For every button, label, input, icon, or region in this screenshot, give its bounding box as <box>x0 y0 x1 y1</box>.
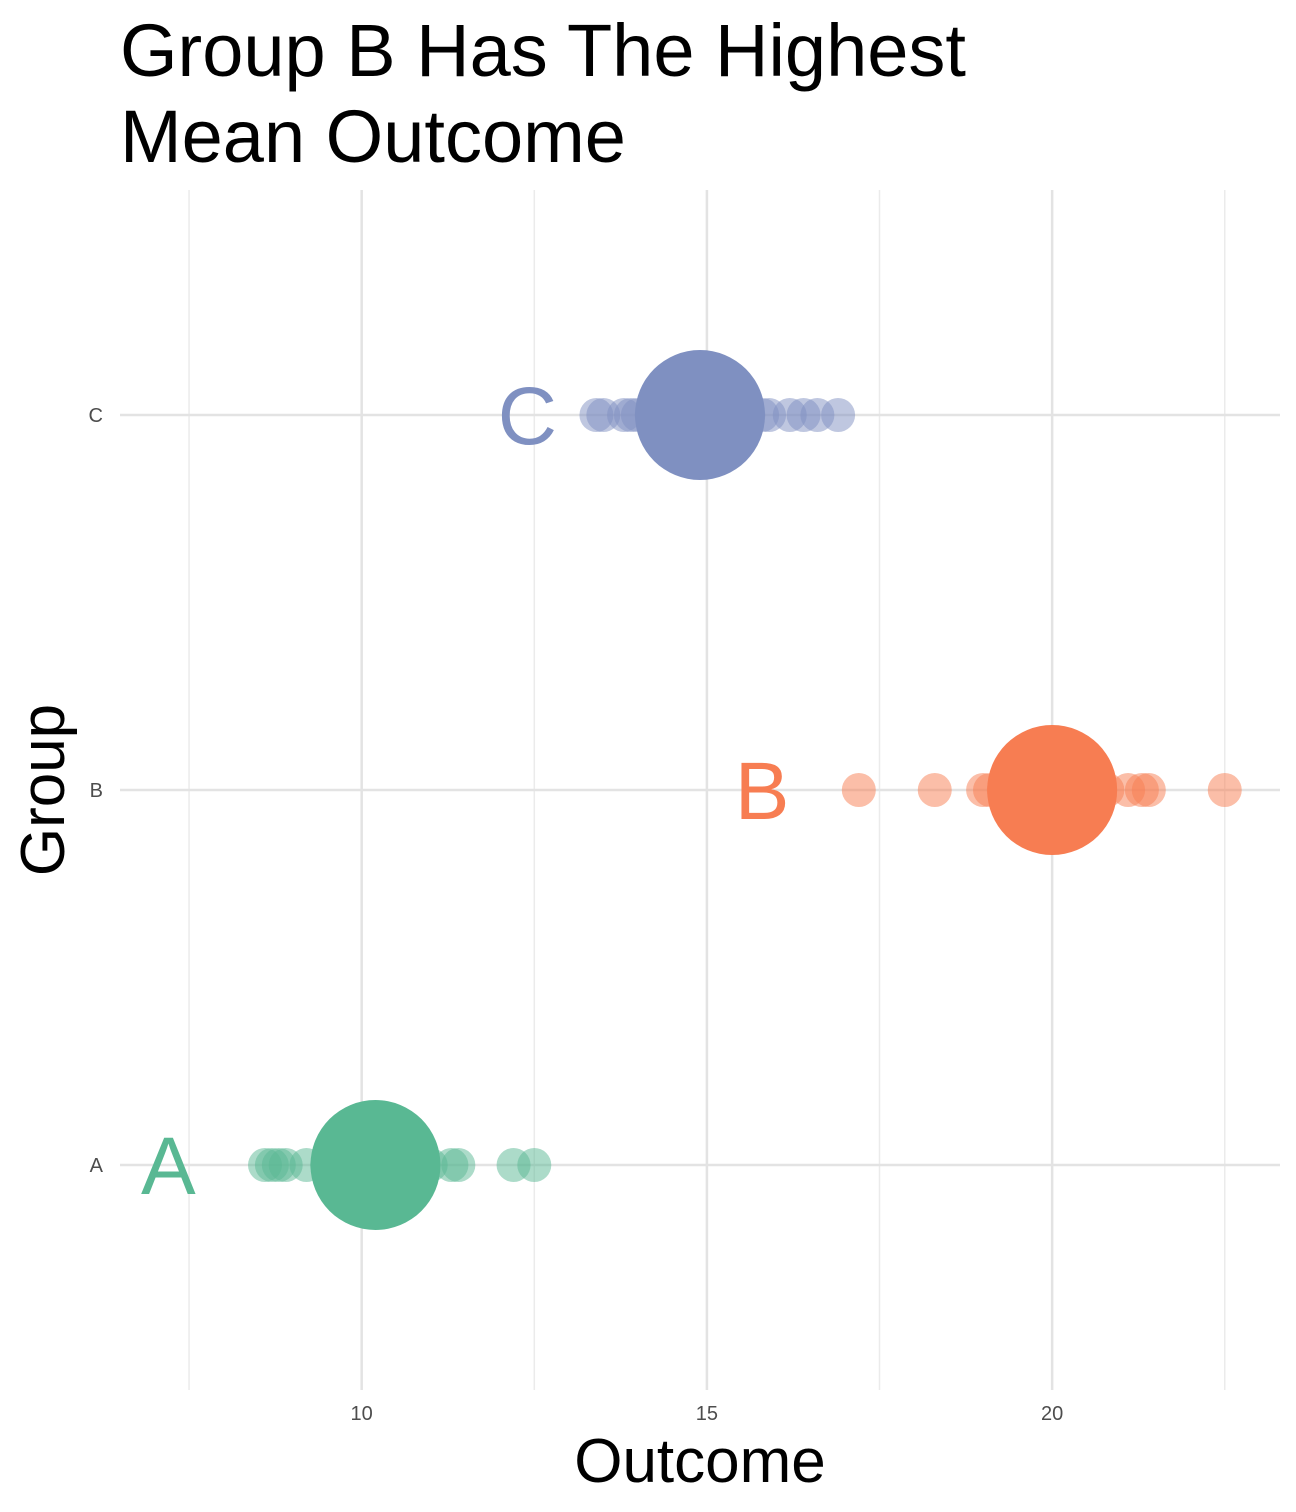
data-point-a <box>441 1148 476 1182</box>
x-axis-title: Outcome <box>574 1427 826 1496</box>
group-labels: A B C <box>141 371 790 1212</box>
data-point-b <box>841 773 876 807</box>
data-point-b <box>1131 773 1166 807</box>
group-label-c: C <box>498 371 557 462</box>
chart-title: Group B Has The Highest Mean Outcome <box>120 8 1220 180</box>
y-tick-label: B <box>90 780 103 802</box>
x-tick-label: 20 <box>1041 1403 1063 1425</box>
chart-title-line-1: Group B Has The Highest <box>120 9 966 92</box>
x-tick-label: 10 <box>351 1403 373 1425</box>
x-tick-label: 15 <box>696 1403 718 1425</box>
mean-point-b <box>987 725 1118 855</box>
group-label-b: B <box>735 746 790 837</box>
data-point-b <box>917 773 952 807</box>
data-point-b <box>1207 773 1242 807</box>
group-label-a: A <box>141 1121 196 1212</box>
chart-title-line-2: Mean Outcome <box>120 95 626 178</box>
mean-point-c <box>635 350 765 480</box>
mean-points <box>310 350 1118 1230</box>
data-point-a <box>517 1148 552 1182</box>
mean-point-a <box>310 1100 441 1230</box>
data-point-c <box>821 398 856 432</box>
y-tick-label: A <box>90 1155 104 1177</box>
axis-ticks: 10 15 20 A B C <box>89 405 1064 1425</box>
y-axis-title: Group <box>9 704 78 876</box>
y-tick-label: C <box>89 405 103 427</box>
